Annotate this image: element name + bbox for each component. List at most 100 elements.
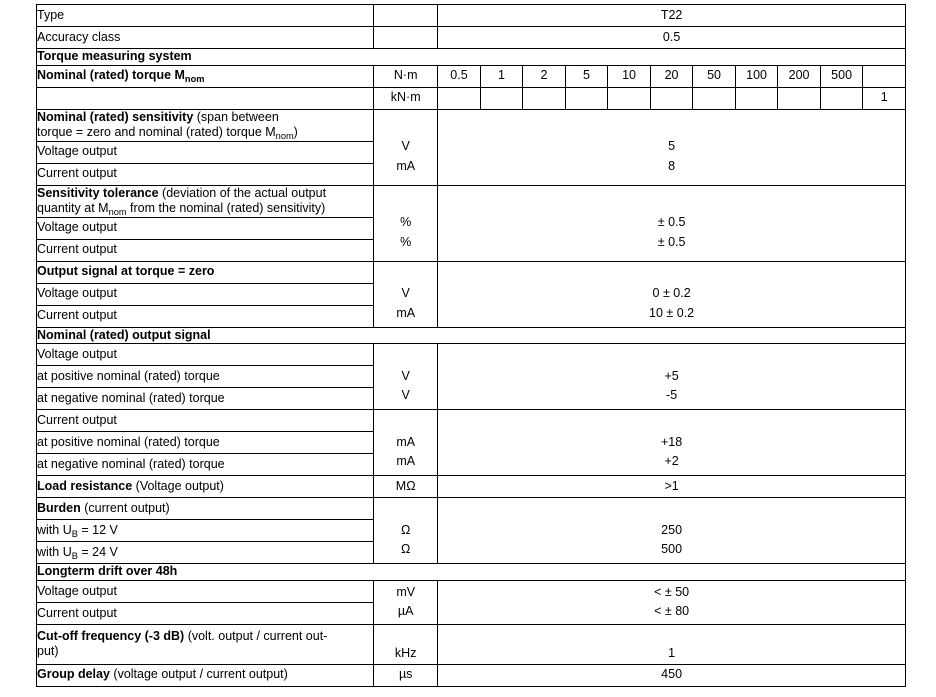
burden-12v-b: = 12 V: [77, 522, 118, 537]
row-label-longterm-drift-voltage: Voltage output: [35, 579, 375, 603]
unit-nominal-output-current-pos: mA: [396, 435, 416, 450]
table-row-nominal-torque-nm: Nominal (rated) torque Mnom N·m 0.5 1 2 …: [35, 64, 906, 88]
value-sensitivity-tolerance-current: ± 0.5: [657, 234, 686, 249]
scale-cell-6: 50: [692, 64, 736, 88]
value-stack-sensitivity-tolerance: . ± 0.5 ± 0.5: [437, 184, 906, 262]
cutoff-frequency-title-rest: (volt. output / current out-: [184, 628, 328, 643]
row-label-group-delay: Group delay (voltage output / current ou…: [35, 663, 375, 687]
table-row-load-resistance: Load resistance (Voltage output) MΩ >1: [35, 475, 906, 499]
scale-cell-4: 10: [607, 64, 651, 88]
kn-scale-cell-8: [777, 86, 821, 110]
row-label-longterm-drift-current: Current output: [35, 601, 375, 625]
scale-cell-7: 100: [734, 64, 779, 88]
row-label-sensitivity-tolerance-desc: Sensitivity tolerance (deviation of the …: [35, 184, 375, 218]
nominal-torque-text: Nominal (rated) torque M: [37, 68, 185, 83]
value-stack-nominal-sensitivity: . 5 8: [437, 108, 906, 186]
table-row-accuracy-class: Accuracy class 0.5: [35, 26, 906, 49]
table-row-nominal-sensitivity-desc: Nominal (rated) sensitivity (span betwee…: [35, 108, 906, 186]
kn-scale-cell-3: [564, 86, 609, 110]
burden-24v-sub: B: [71, 550, 78, 561]
load-resistance-title: Load resistance: [37, 478, 133, 493]
load-resistance-title-rest: (Voltage output): [132, 478, 224, 493]
unit-stack-burden: . Ω Ω: [373, 497, 439, 565]
kn-scale-cell-1: [479, 86, 524, 110]
kn-scale-cell-4: [607, 86, 651, 110]
table-row-nominal-output-signal-header: Nominal (rated) output signal: [36, 326, 906, 345]
value-stack-output-signal-zero: . 0 ± 0.2 10 ± 0.2: [437, 260, 906, 328]
row-label-nominal-sensitivity-desc: Nominal (rated) sensitivity (span betwee…: [35, 108, 375, 142]
unit-sensitivity-tolerance-voltage: %: [400, 215, 412, 230]
unit-burden-24v: Ω: [401, 542, 411, 557]
table-row-nominal-output-current-negative: at negative nominal (rated) torque: [35, 453, 906, 477]
scale-cell-3: 5: [564, 64, 609, 88]
value-load-resistance: >1: [437, 475, 906, 499]
specification-table: Type T22 Accuracy class 0.5 Torque measu…: [35, 4, 906, 687]
sensitivity-tolerance-title-rest: (deviation of the actual output: [158, 185, 327, 200]
row-label-nominal-output-voltage-positive: at positive nominal (rated) torque: [35, 365, 375, 389]
table-row-burden-header: Burden (current output) . Ω Ω . 250 500: [35, 497, 906, 565]
table-row-burden-24v: with UB = 24 V: [35, 541, 906, 565]
unit-longterm-drift-voltage: mV: [396, 585, 416, 599]
table-row-sensitivity-tolerance-desc: Sensitivity tolerance (deviation of the …: [35, 184, 906, 262]
row-label-sensitivity-tolerance-voltage: Voltage output: [35, 216, 375, 240]
unit-stack-sensitivity-tolerance: . % %: [373, 184, 439, 262]
unit-output-signal-zero-current: mA: [396, 305, 416, 320]
row-value-type: T22: [437, 4, 906, 27]
unit-nominal-sensitivity-current: mA: [396, 158, 416, 173]
kn-scale-cell-2: [522, 86, 566, 110]
table-row-nominal-sensitivity-current: Current output: [35, 162, 906, 186]
row-label-burden-header: Burden (current output): [35, 497, 375, 521]
value-cutoff-frequency-number: 1: [668, 646, 676, 661]
value-stack-nominal-output-voltage: . +5 -5: [437, 343, 906, 411]
table-row-longterm-drift-voltage: Voltage output mV µA < ± 50 < ± 80: [35, 579, 906, 625]
scale-cell-2: 2: [522, 64, 566, 88]
unit-output-signal-zero-voltage: V: [401, 286, 410, 301]
unit-stack-output-signal-zero: . V mA: [373, 260, 439, 328]
nominal-sensitivity-title: Nominal (rated) sensitivity: [37, 109, 194, 124]
table-row-longterm-drift-header: Longterm drift over 48h: [36, 563, 906, 581]
unit-stack-nominal-output-voltage: . V V: [373, 343, 439, 411]
table-row-nominal-output-voltage-group: Voltage output . V V . +5 -5: [35, 343, 906, 411]
row-label-nominal-output-current-negative: at negative nominal (rated) torque: [35, 453, 375, 477]
table-row-output-signal-zero-header: Output signal at torque = zero . V mA . …: [35, 260, 906, 328]
value-burden-12v: 250: [661, 523, 683, 538]
value-longterm-drift-voltage: < ± 50: [654, 585, 690, 599]
value-nominal-output-voltage-pos: +5: [664, 369, 679, 384]
row-label-type: Type: [35, 4, 375, 27]
burden-title: Burden: [37, 500, 81, 515]
scale-cell-9: 500: [819, 64, 864, 88]
scale-cell-5: 20: [649, 64, 694, 88]
unit-nominal-output-voltage-neg: V: [401, 388, 410, 403]
unit-stack-nominal-sensitivity: . V mA: [373, 108, 439, 186]
group-delay-title-rest: (voltage output / current output): [109, 667, 288, 682]
unit-stack-nominal-output-current: . mA mA: [373, 409, 439, 477]
value-group-delay: 450: [437, 663, 906, 687]
kn-scale-cell-7: [734, 86, 779, 110]
group-delay-title: Group delay: [37, 667, 110, 682]
burden-12v-a: with U: [37, 522, 72, 537]
row-label-output-signal-zero-current: Current output: [35, 304, 375, 328]
row-label-load-resistance: Load resistance (Voltage output): [35, 475, 375, 499]
table-row-burden-12v: with UB = 12 V: [35, 519, 906, 543]
unit-longterm-drift-current: µA: [397, 604, 414, 619]
unit-stack-longterm-drift: mV µA: [373, 579, 439, 625]
burden-24v-a: with U: [37, 544, 72, 559]
nominal-sensitivity-desc-2b: ): [293, 125, 298, 140]
row-label-accuracy-class: Accuracy class: [35, 26, 375, 49]
kn-scale-cell-9: [819, 86, 864, 110]
value-nominal-sensitivity-voltage: 5: [668, 139, 676, 154]
unit-nominal-output-current-neg: mA: [396, 454, 416, 469]
scale-cell-10: [862, 64, 906, 88]
table-row-sensitivity-tolerance-voltage: Voltage output: [35, 216, 906, 240]
row-header-longterm-drift: Longterm drift over 48h: [36, 563, 906, 581]
unit-burden-12v: Ω: [401, 523, 411, 538]
sensitivity-tolerance-title: Sensitivity tolerance: [37, 185, 159, 200]
kn-scale-cell-0: [437, 86, 481, 110]
table-row-cutoff-frequency: Cut-off frequency (-3 dB) (volt. output …: [35, 623, 906, 665]
row-label-burden-24v: with UB = 24 V: [35, 541, 375, 565]
sensitivity-tolerance-desc-2a: quantity at M: [37, 201, 109, 216]
row-unit-nominal-torque-nm: N·m: [373, 64, 439, 88]
row-label-sensitivity-tolerance-current: Current output: [35, 238, 375, 262]
value-nominal-output-voltage-neg: -5: [666, 388, 678, 403]
